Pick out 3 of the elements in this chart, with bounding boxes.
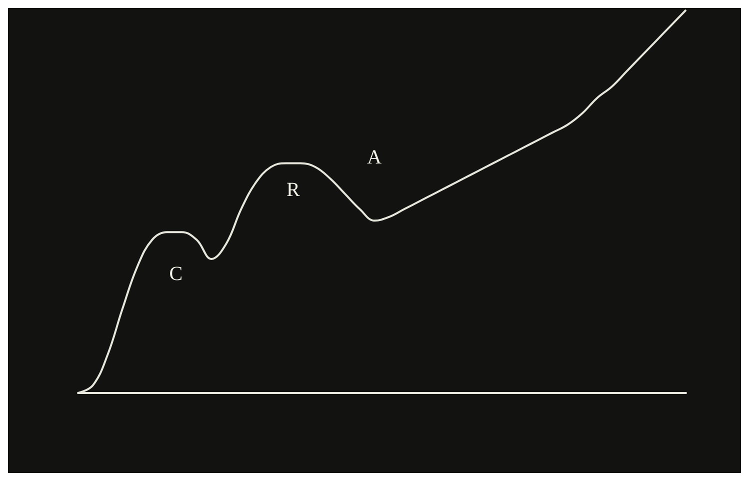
annotation: R: [286, 179, 301, 202]
annotation: C: [169, 262, 183, 285]
annotation: A: [367, 146, 382, 168]
